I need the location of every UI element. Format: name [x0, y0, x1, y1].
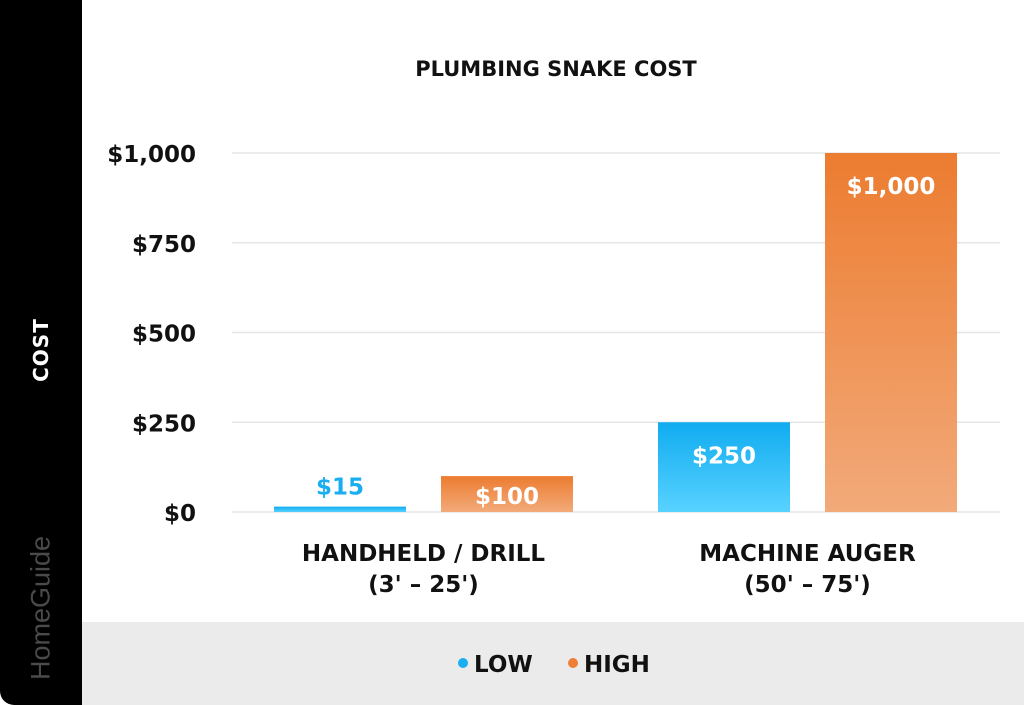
- legend-marker-high: [568, 658, 578, 668]
- x-tick-sublabel: (3' – 25'): [368, 572, 479, 598]
- bar-low: [274, 506, 406, 512]
- bar-high: [441, 476, 573, 512]
- y-tick-label: $250: [132, 411, 196, 437]
- data-label: $15: [316, 475, 364, 501]
- data-label: $100: [475, 484, 539, 510]
- data-label: $250: [692, 443, 756, 469]
- y-tick-label: $750: [132, 232, 196, 258]
- chart-title: PLUMBING SNAKE COST: [415, 57, 697, 81]
- x-tick-label: HANDHELD / DRILL: [302, 541, 546, 567]
- sidebar-band: COST HomeGuide: [0, 0, 82, 705]
- y-tick-label: $500: [132, 322, 196, 348]
- x-tick-label: MACHINE AUGER: [699, 541, 916, 567]
- data-label: $1,000: [847, 174, 936, 200]
- bar-high: [825, 153, 957, 512]
- legend-band: [82, 622, 1024, 705]
- legend-label-low: LOW: [474, 652, 533, 678]
- legend-label-high: HIGH: [584, 652, 650, 678]
- y-tick-label: $0: [164, 501, 196, 527]
- y-tick-label: $1,000: [107, 142, 196, 168]
- bar-low: [658, 422, 790, 512]
- legend-marker-low: [458, 658, 468, 668]
- x-tick-sublabel: (50' – 75'): [744, 572, 871, 598]
